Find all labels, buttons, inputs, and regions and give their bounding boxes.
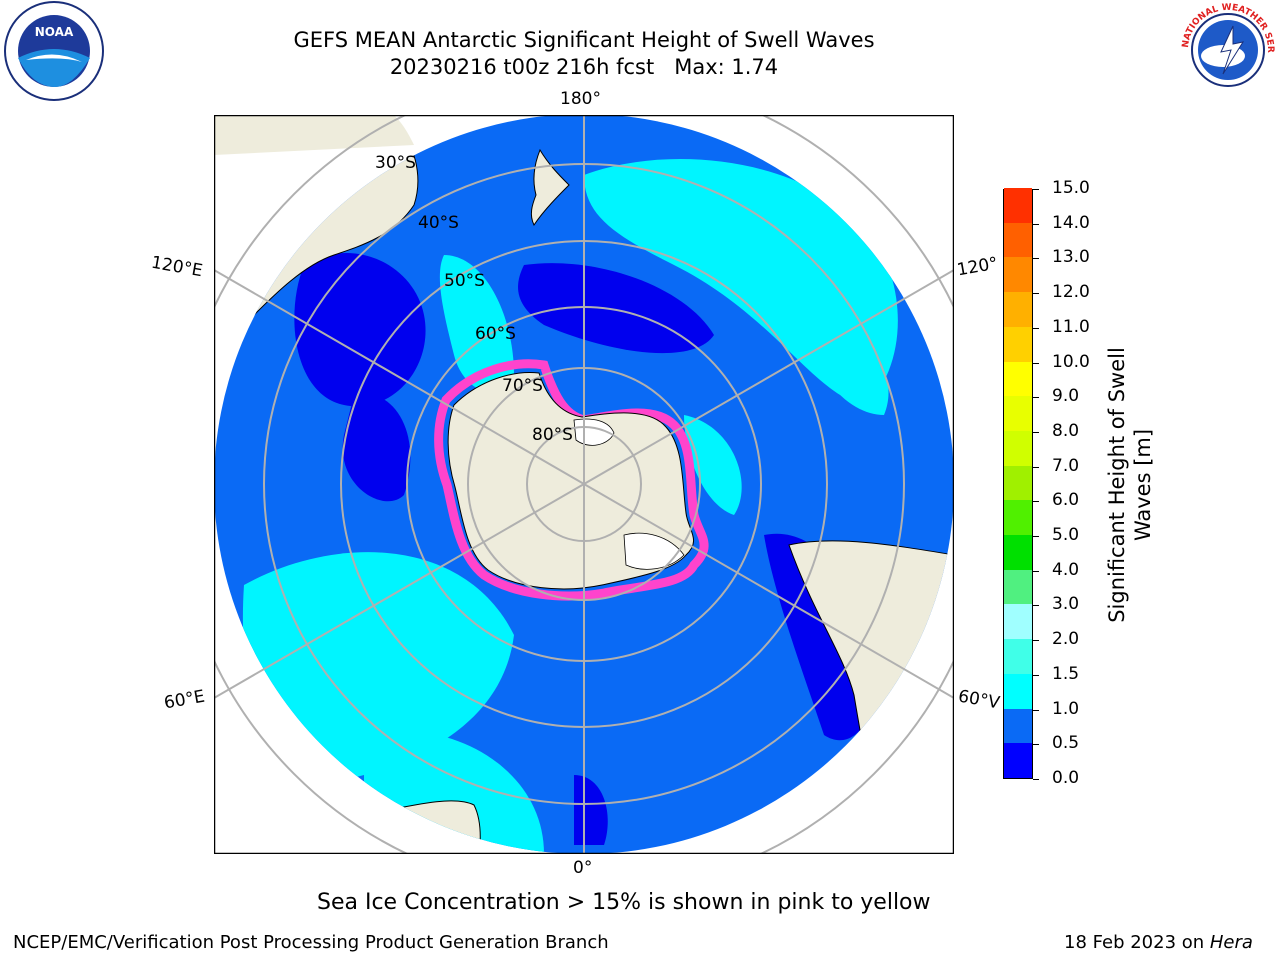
sea-ice-ring [434,359,709,601]
footer-branch: NCEP/EMC/Verification Post Processing Pr… [13,932,609,953]
colorbar-tick-label: 0.5 [1052,733,1080,754]
lat-label-60s: 60°S [475,324,516,344]
colorbar-tick-mark [1033,431,1039,433]
colorbar-tick-label: 0.0 [1052,768,1080,788]
colorbar-tick-mark [1033,744,1039,746]
colorbar-tick-label: 3.0 [1052,594,1080,615]
colorbar-title-line1: Significant Height of Swell [1105,347,1129,623]
colorbar-tick-mark [1033,327,1039,329]
colorbar-segment [1004,361,1032,397]
map-subtitle: 20230216 t00z 216h fcst Max: 1.74 [389,55,779,79]
colorbar-segment [1004,499,1032,536]
lon-label-120w: 120° [955,253,1000,281]
colorbar-tick-label: 15.0 [1052,178,1090,198]
lon-label-60e: 60°E [162,686,207,714]
africa-land [363,800,481,854]
colorbar-tick-mark [1033,466,1039,468]
lon-label-120e: 120°E [149,252,205,282]
colorbar-segment [1004,430,1032,466]
map-border [214,115,954,854]
swell-region [242,552,514,779]
noaa-logo: NOAA [4,1,104,101]
footer-date-text: 18 Feb 2023 on [1064,932,1210,953]
colorbar-segment [1004,465,1032,501]
colorbar-tick-label: 6.0 [1052,490,1080,511]
calm-region [518,263,714,354]
lat-label-40s: 40°S [418,213,459,233]
lat-label-30s: 30°S [375,153,416,173]
lat-label-80s: 80°S [532,425,573,445]
colorbar-segment [1004,742,1032,778]
colorbar-tick-mark [1033,640,1039,642]
colorbar-segment [1004,534,1032,570]
colorbar-tick-mark [1033,674,1039,676]
lon-label-60w: 60°V [956,686,1002,714]
colorbar [1003,187,1033,779]
colorbar-tick-label: 1.0 [1052,698,1080,719]
colorbar-tick-mark [1033,397,1039,399]
colorbar-title-line2: Waves [m] [1131,428,1155,542]
lon-label-0: 0° [573,858,593,878]
colorbar-tick-mark [1033,709,1039,711]
colorbar-tick-mark [1033,293,1039,295]
colorbar-tick-label: 11.0 [1052,316,1090,337]
footer-date: 18 Feb 2023 on Hera [1064,932,1253,953]
colorbar-segment [1004,256,1032,293]
calm-region [342,393,411,502]
colorbar-segment [1004,603,1032,640]
colorbar-tick-mark [1033,605,1039,607]
colorbar-segment [1004,395,1032,431]
colorbar-tick-label: 1.5 [1052,663,1080,684]
noaa-logo-text: NOAA [35,25,74,39]
colorbar-tick-label: 9.0 [1052,386,1080,407]
colorbar-tick-label: 4.0 [1052,559,1080,580]
graticule [214,115,954,854]
colorbar-segment [1004,187,1032,223]
colorbar-segment [1004,638,1032,674]
nws-logo: NATIONAL WEATHER SERVICE [1177,0,1275,97]
colorbar-tick-label: 2.0 [1052,629,1080,650]
calm-region [294,253,426,407]
colorbar-segment [1004,569,1032,605]
colorbar-tick-label: 13.0 [1052,247,1090,268]
colorbar-tick-label: 7.0 [1052,455,1080,476]
colorbar-segment [1004,708,1032,744]
new-zealand-land [530,148,570,226]
lat-label-50s: 50°S [444,271,485,291]
colorbar-segment [1004,673,1032,709]
colorbar-tick-mark [1033,362,1039,364]
swell-region [684,415,742,515]
sea-ice-note: Sea Ice Concentration > 15% is shown in … [317,890,931,915]
colorbar-title: Significant Height of Swell Waves [m] [1104,347,1156,623]
colorbar-segment [1004,222,1032,258]
lat-label-70s: 70°S [502,376,543,396]
colorbar-tick-label: 8.0 [1052,420,1080,441]
colorbar-tick-mark [1033,570,1039,572]
colorbar-tick-mark [1033,536,1039,538]
colorbar-tick-label: 10.0 [1052,351,1090,372]
colorbar-tick-mark [1033,258,1039,260]
colorbar-tick-label: 12.0 [1052,282,1090,303]
weddell-ice [623,532,685,570]
colorbar-segment [1004,326,1032,362]
calm-region [764,533,876,741]
colorbar-segment [1004,291,1032,327]
colorbar-tick-mark [1033,189,1039,190]
colorbar-tick-label: 5.0 [1052,525,1080,546]
madagascar-land [223,770,300,816]
swell-region [804,315,889,415]
lon-label-180: 180° [560,89,601,109]
colorbar-tick-mark [1033,501,1039,503]
colorbar-tick-mark [1033,223,1039,225]
footer-machine: Hera [1209,932,1253,953]
colorbar-tick-mark [1033,779,1039,780]
map-title: GEFS MEAN Antarctic Significant Height o… [293,28,875,52]
colorbar-tick-label: 14.0 [1052,212,1090,233]
calm-region [574,775,608,845]
corner-land [214,115,414,155]
polar-map [214,115,954,854]
